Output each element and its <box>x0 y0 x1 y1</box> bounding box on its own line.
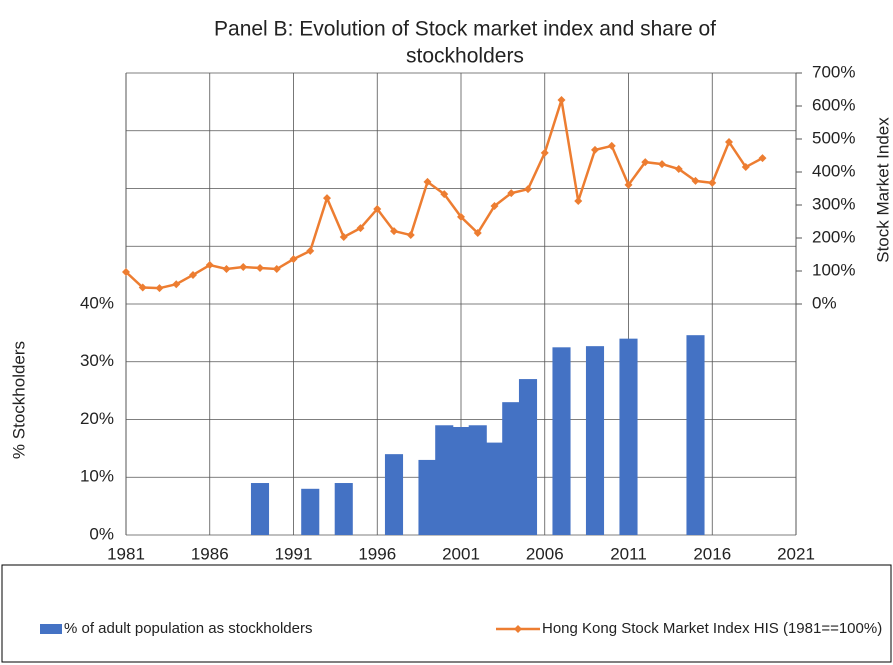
y2-tick-label: 400% <box>812 161 855 180</box>
bar <box>468 425 487 535</box>
marker <box>473 229 482 238</box>
bar <box>485 442 504 535</box>
marker <box>239 263 248 272</box>
marker <box>507 189 516 198</box>
bar <box>552 347 571 535</box>
y2-tick-label: 600% <box>812 95 855 114</box>
bar <box>250 483 270 535</box>
chart-title: Panel B: Evolution of Stock market index… <box>214 18 716 41</box>
marker <box>138 283 147 292</box>
y-axis-label: % Stockholders <box>9 341 28 459</box>
y2-tick-label: 700% <box>812 62 855 81</box>
x-tick-label: 2021 <box>777 544 815 563</box>
y2-tick-label: 300% <box>812 194 855 213</box>
x-tick-label: 1981 <box>107 544 145 563</box>
marker <box>222 265 231 274</box>
bar <box>384 454 404 535</box>
y2-tick-label: 500% <box>812 128 855 147</box>
y2-tick-label: 200% <box>812 227 855 246</box>
legend-swatch <box>514 625 522 633</box>
marker <box>373 204 382 213</box>
marker <box>323 194 331 203</box>
marker <box>423 177 432 186</box>
legend-label: Hong Kong Stock Market Index HIS (1981==… <box>542 620 882 637</box>
marker <box>624 180 633 189</box>
marker <box>741 163 750 172</box>
marker <box>607 141 616 150</box>
bar <box>334 483 353 535</box>
x-tick-label: 2011 <box>610 544 647 563</box>
marker <box>390 227 398 236</box>
y-tick-label: 30% <box>80 351 114 370</box>
marker <box>440 190 449 199</box>
marker <box>122 267 130 276</box>
x-tick-label: 2016 <box>693 544 731 563</box>
y-tick-label: 20% <box>80 409 114 428</box>
y-tick-label: 10% <box>80 467 114 486</box>
bar <box>518 379 538 535</box>
y-tick-label: 0% <box>89 524 114 543</box>
y2-tick-label: 0% <box>812 293 837 312</box>
marker <box>256 264 264 273</box>
y2-tick-label: 100% <box>812 260 855 279</box>
marker <box>708 178 717 187</box>
marker <box>641 158 650 167</box>
marker <box>272 265 281 274</box>
bar <box>686 335 705 535</box>
bar <box>435 425 454 535</box>
marker <box>524 185 532 194</box>
bar <box>301 488 320 535</box>
marker <box>490 201 499 210</box>
bar <box>418 459 437 535</box>
marker <box>691 176 700 185</box>
marker <box>457 212 465 221</box>
y2-axis-label: Stock Market Index <box>873 117 892 263</box>
marker <box>356 224 365 233</box>
bar <box>619 338 638 535</box>
y-tick-label: 40% <box>80 293 114 312</box>
legend-swatch <box>40 624 62 634</box>
marker <box>406 231 415 240</box>
x-tick-label: 1996 <box>358 544 396 563</box>
marker <box>306 246 315 255</box>
x-tick-label: 1991 <box>275 544 313 563</box>
marker <box>658 160 666 169</box>
x-tick-label: 1986 <box>191 544 229 563</box>
marker <box>725 137 733 146</box>
marker <box>574 197 583 206</box>
legend-box <box>1 564 892 663</box>
chart-title: stockholders <box>406 45 524 68</box>
marker <box>155 284 164 293</box>
x-tick-label: 2001 <box>442 544 480 563</box>
bar <box>585 346 605 535</box>
x-tick-label: 2006 <box>526 544 564 563</box>
marker <box>205 261 214 270</box>
marker <box>591 145 599 154</box>
marker <box>540 148 549 157</box>
marker <box>674 165 683 174</box>
marker <box>339 233 348 242</box>
marker <box>289 255 298 264</box>
legend-label: % of adult population as stockholders <box>64 620 313 637</box>
marker <box>758 154 767 163</box>
marker <box>557 96 566 105</box>
marker <box>189 270 197 279</box>
bar <box>502 402 521 535</box>
bar <box>451 427 471 535</box>
marker <box>172 280 181 289</box>
